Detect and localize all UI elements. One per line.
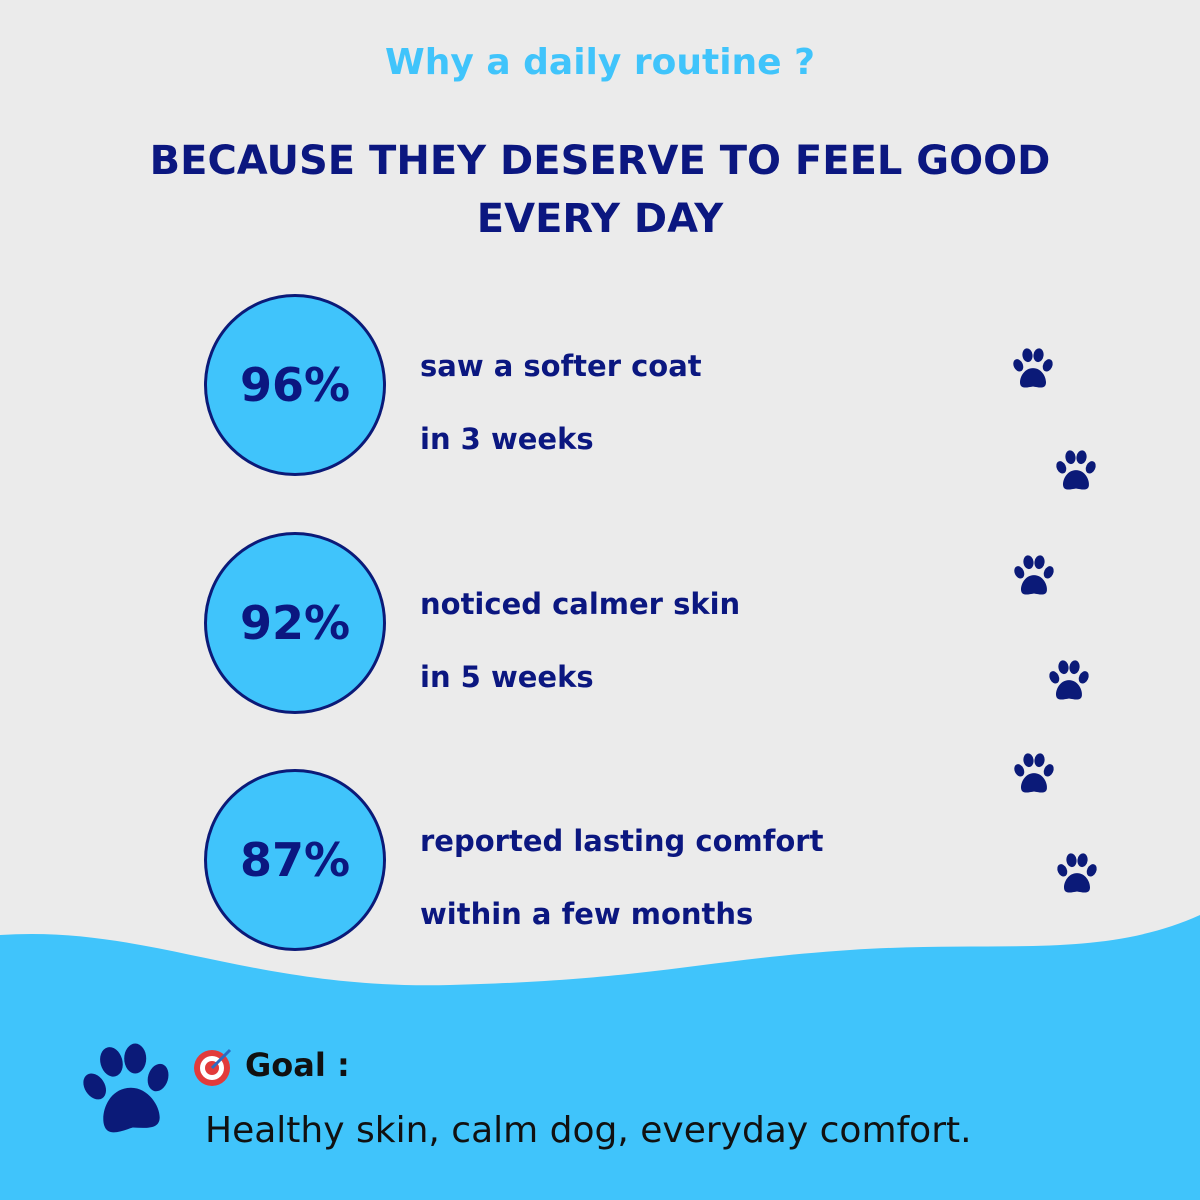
- title: BECAUSE THEY DESERVE TO FEEL GOOD EVERY …: [149, 138, 1051, 242]
- stat-line2: in 3 weeks: [420, 422, 594, 456]
- stat-line1: reported lasting comfort: [420, 824, 824, 858]
- stat-line2: within a few months: [420, 897, 754, 931]
- kicker: Why a daily routine ?: [384, 42, 816, 83]
- stat-line1: saw a softer coat: [420, 349, 702, 383]
- goal-text: Healthy skin, calm dog, everyday comfort…: [205, 1110, 972, 1151]
- stat-value: 92%: [204, 532, 386, 714]
- stat-value: 96%: [204, 294, 386, 476]
- wave: [0, 915, 1200, 1200]
- stat-line1: noticed calmer skin: [420, 587, 741, 621]
- target-icon: [194, 1048, 232, 1086]
- paw-trail: [1011, 347, 1099, 893]
- stat-value: 87%: [204, 769, 386, 951]
- goal-label: Goal :: [245, 1046, 350, 1084]
- stat-line2: in 5 weeks: [420, 660, 594, 694]
